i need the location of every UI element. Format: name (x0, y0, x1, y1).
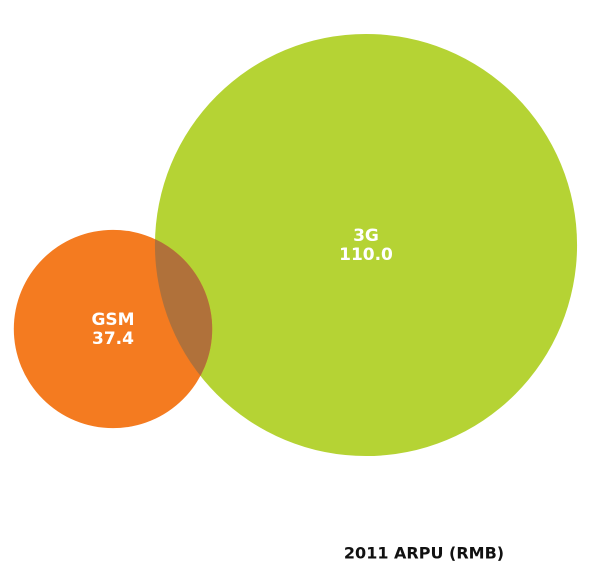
bubble-value: 37.4 (92, 329, 134, 349)
bubble-name: 3G (353, 226, 379, 246)
chart-title: 2011 ARPU (RMB) (344, 544, 504, 563)
bubble (154, 33, 578, 457)
bubble-name: GSM (91, 310, 134, 330)
bubble-value: 110.0 (339, 245, 393, 265)
